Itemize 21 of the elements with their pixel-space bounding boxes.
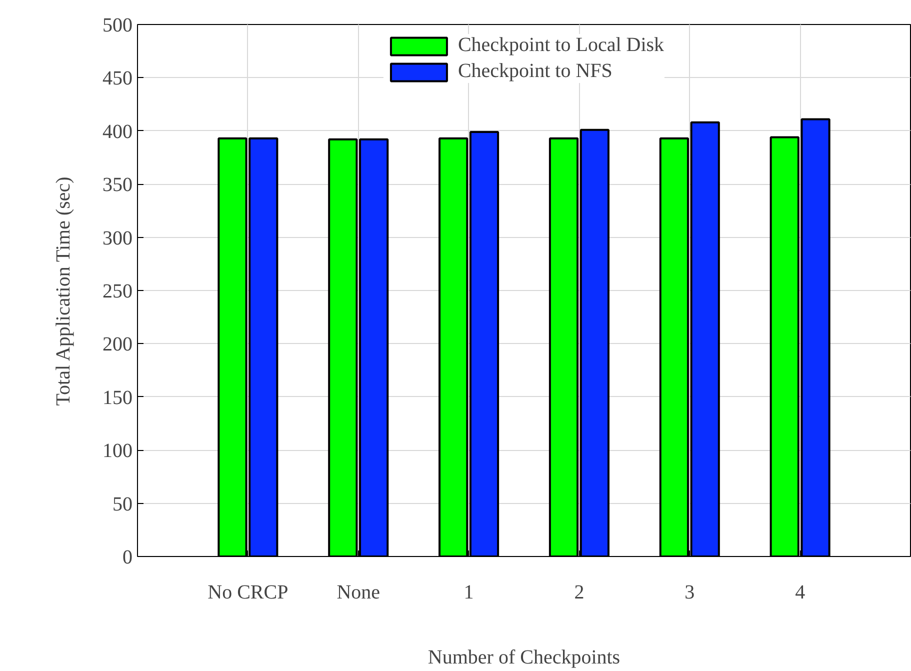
x-tick-label: 2 — [574, 582, 584, 604]
y-tick-label: 200 — [102, 334, 132, 356]
y-axis-title: Total Application Time (sec) — [52, 176, 74, 406]
x-axis-title: Number of Checkpoints — [428, 646, 620, 668]
legend-label: Checkpoint to Local Disk — [458, 34, 664, 57]
x-tick-label: No CRCP — [208, 582, 288, 604]
y-tick-label: 50 — [112, 493, 132, 516]
y-tick-label: 100 — [102, 440, 132, 462]
y-tick-label: 450 — [102, 68, 132, 90]
y-tick-label: 300 — [102, 227, 132, 250]
y-tick-label: 350 — [102, 174, 132, 196]
legend-label: Checkpoint to NFS — [458, 60, 612, 83]
y-tick-label: 400 — [102, 120, 132, 143]
y-tick-label: 150 — [102, 386, 132, 409]
y-tick-label: 250 — [102, 280, 132, 302]
y-tick-label: 0 — [122, 546, 132, 568]
y-tick-label: 500 — [102, 14, 132, 36]
x-tick-label: 4 — [795, 582, 806, 604]
x-tick-label: 1 — [464, 582, 474, 604]
x-tick-label: 3 — [684, 582, 695, 604]
x-tick-label: None — [336, 582, 380, 604]
